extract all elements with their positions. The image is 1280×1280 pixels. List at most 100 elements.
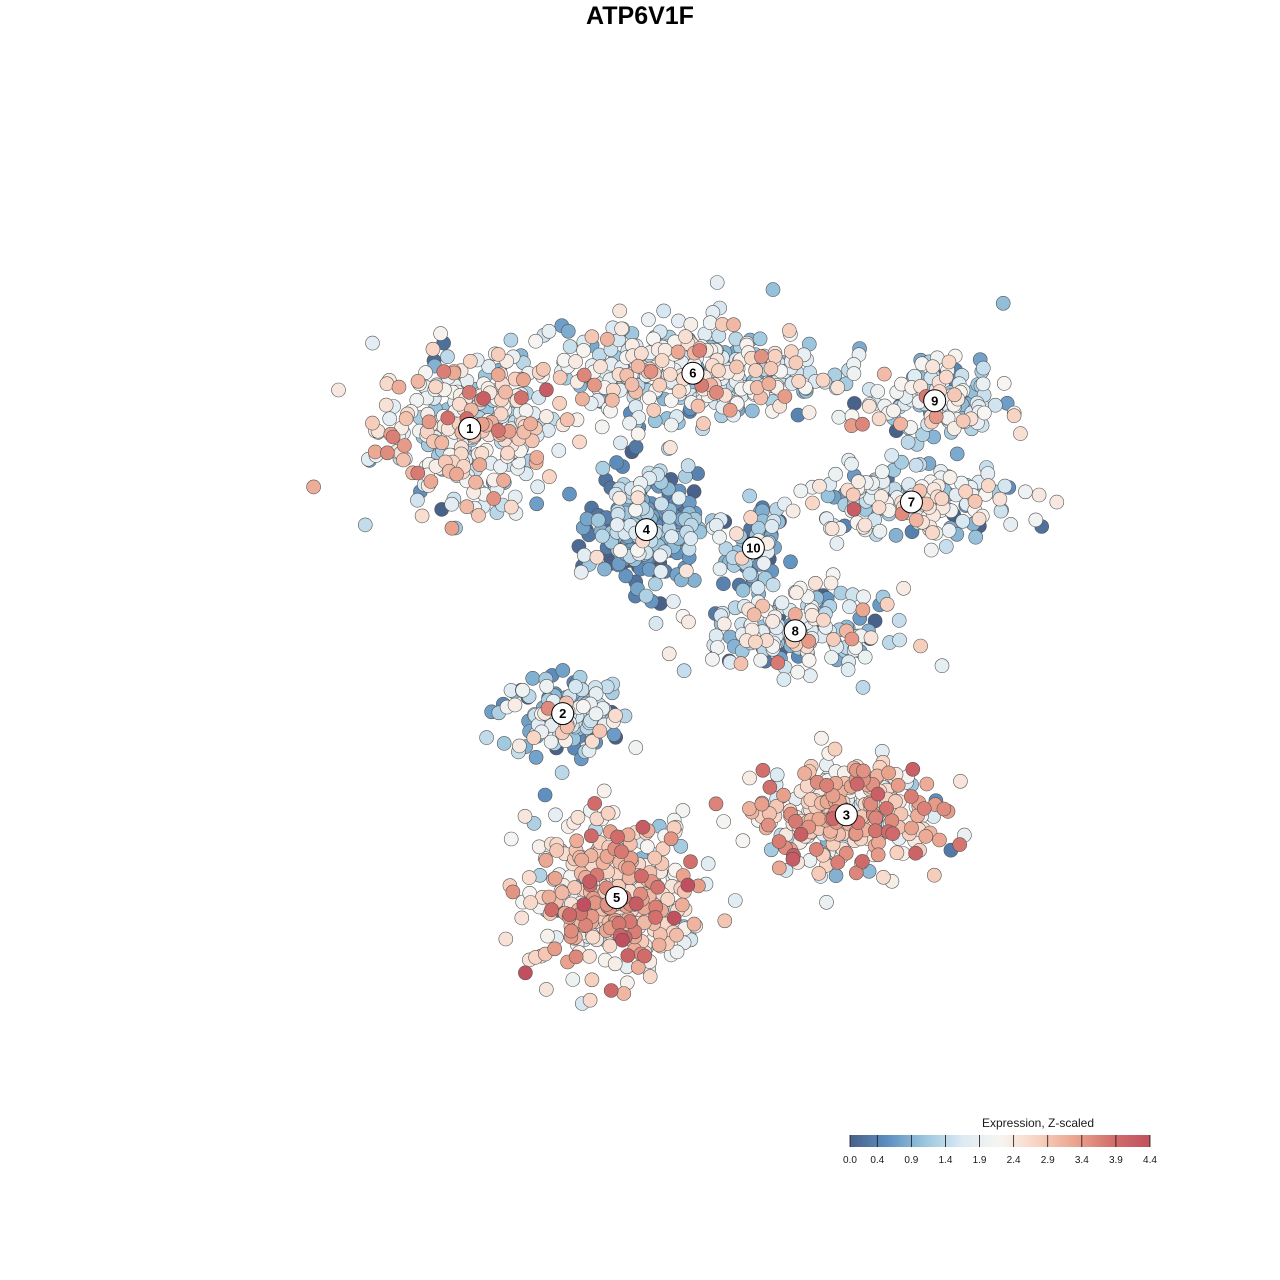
cell-point bbox=[379, 376, 395, 392]
cell-point bbox=[628, 439, 644, 455]
cell-point bbox=[378, 397, 394, 413]
legend-tick-label: 4.4 bbox=[1143, 1155, 1157, 1166]
cell-point bbox=[306, 479, 321, 495]
cluster-label-text: 8 bbox=[792, 623, 799, 638]
cell-point bbox=[552, 370, 568, 385]
cell-point bbox=[428, 379, 444, 395]
cell-point bbox=[540, 928, 555, 944]
cell-point bbox=[908, 512, 924, 528]
cell-point bbox=[471, 508, 486, 523]
cell-point bbox=[490, 423, 506, 438]
cell-point bbox=[683, 317, 699, 332]
cell-point bbox=[938, 369, 954, 385]
cell-point bbox=[814, 730, 829, 746]
cell-point bbox=[503, 831, 519, 847]
cell-point bbox=[490, 347, 506, 362]
cell-point bbox=[992, 491, 1008, 507]
cell-point bbox=[727, 893, 743, 908]
cell-point bbox=[904, 820, 919, 836]
cell-point bbox=[637, 948, 652, 964]
cell-point bbox=[670, 344, 686, 360]
cell-point bbox=[742, 566, 758, 582]
cell-point bbox=[765, 282, 781, 297]
cell-point bbox=[391, 379, 407, 395]
cell-point bbox=[648, 616, 664, 631]
cell-point bbox=[790, 664, 806, 680]
cell-point bbox=[793, 483, 809, 499]
cell-point bbox=[647, 850, 663, 866]
cell-point bbox=[563, 923, 579, 939]
legend-color-bar bbox=[850, 1135, 1150, 1147]
cell-point bbox=[515, 682, 531, 698]
cell-point bbox=[774, 595, 790, 611]
cell-point bbox=[574, 852, 590, 868]
cell-point bbox=[421, 414, 437, 430]
cell-point bbox=[673, 838, 689, 854]
cell-point bbox=[678, 563, 694, 579]
cell-point bbox=[743, 510, 759, 525]
cell-point bbox=[331, 382, 346, 398]
cell-point bbox=[995, 295, 1011, 311]
cell-point bbox=[733, 656, 749, 671]
cell-point bbox=[826, 632, 841, 647]
cell-point bbox=[516, 372, 531, 388]
cluster-label-text: 7 bbox=[908, 495, 915, 510]
cell-point bbox=[567, 880, 582, 895]
legend-tick-label: 3.9 bbox=[1109, 1155, 1123, 1166]
cell-point bbox=[953, 773, 968, 789]
cell-point bbox=[671, 490, 687, 506]
cell-point bbox=[585, 734, 600, 749]
cell-point bbox=[941, 354, 957, 370]
cell-point bbox=[884, 448, 900, 463]
cell-point bbox=[526, 730, 542, 746]
cell-point bbox=[543, 734, 559, 750]
cell-point bbox=[486, 491, 502, 506]
legend-tick-label: 1.9 bbox=[973, 1155, 987, 1166]
cell-point bbox=[819, 777, 835, 793]
cell-point bbox=[955, 413, 971, 429]
cell-point bbox=[490, 367, 506, 383]
cell-point bbox=[816, 612, 831, 628]
cell-point bbox=[976, 405, 992, 421]
cell-point bbox=[842, 599, 857, 615]
cell-point bbox=[622, 415, 637, 431]
cell-point bbox=[569, 833, 585, 849]
cell-point bbox=[764, 519, 780, 534]
cell-point bbox=[597, 561, 612, 577]
cell-point bbox=[539, 382, 554, 398]
cell-point bbox=[493, 406, 509, 422]
cell-point bbox=[396, 452, 411, 468]
cell-point bbox=[881, 765, 896, 781]
cell-point bbox=[661, 509, 677, 525]
cell-point bbox=[575, 391, 590, 407]
cell-point bbox=[716, 576, 731, 592]
cell-point bbox=[555, 663, 571, 678]
cell-point bbox=[538, 982, 554, 997]
cell-point bbox=[676, 663, 692, 679]
cell-point bbox=[716, 814, 732, 829]
cell-point bbox=[824, 650, 839, 665]
cell-point bbox=[785, 503, 801, 519]
cell-point bbox=[530, 479, 546, 495]
cell-point bbox=[648, 910, 663, 925]
cell-point bbox=[671, 383, 687, 399]
cell-point bbox=[926, 867, 942, 883]
cell-point bbox=[660, 891, 676, 907]
cell-point bbox=[712, 529, 727, 545]
cell-point bbox=[968, 529, 984, 545]
cluster-label-text: 9 bbox=[931, 393, 938, 408]
cell-point bbox=[436, 364, 452, 379]
cell-point bbox=[529, 450, 545, 465]
cell-point bbox=[802, 668, 818, 684]
cell-point bbox=[762, 779, 778, 795]
cell-point bbox=[789, 585, 804, 601]
cell-point bbox=[661, 646, 677, 662]
cell-point bbox=[735, 833, 751, 849]
legend-tick-label: 0.4 bbox=[870, 1155, 884, 1166]
cell-point bbox=[410, 492, 425, 508]
cell-point bbox=[635, 819, 651, 835]
cell-point bbox=[500, 445, 516, 461]
cell-point bbox=[812, 478, 827, 494]
chart-title: ATP6V1F bbox=[586, 2, 694, 30]
cell-point bbox=[590, 512, 606, 528]
